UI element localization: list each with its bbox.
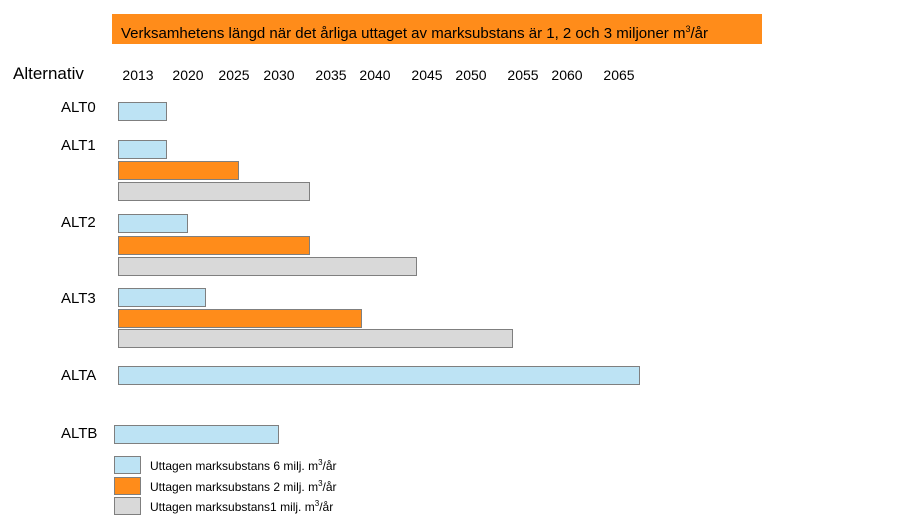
bar-alt1 bbox=[118, 140, 167, 159]
legend-label: Uttagen marksubstans 2 milj. m3/år bbox=[150, 479, 337, 494]
bar-alt3 bbox=[118, 309, 362, 328]
chart-title: Verksamhetens längd när det årliga uttag… bbox=[112, 14, 762, 44]
category-label: ALTA bbox=[61, 367, 97, 384]
legend-swatch bbox=[114, 497, 141, 515]
category-label: ALT0 bbox=[61, 99, 96, 116]
bar-alt2 bbox=[118, 236, 310, 255]
x-tick-label: 2013 bbox=[122, 67, 154, 83]
x-tick-label: 2025 bbox=[218, 67, 250, 83]
x-tick-label: 2050 bbox=[455, 67, 487, 83]
bar-alt2 bbox=[118, 214, 188, 233]
x-tick-label: 2065 bbox=[603, 67, 635, 83]
bar-alta bbox=[118, 366, 640, 385]
chart-title-suffix: /år bbox=[690, 25, 708, 42]
x-tick-label: 2030 bbox=[263, 67, 295, 83]
category-label: ALT1 bbox=[61, 137, 96, 154]
category-label: ALT3 bbox=[61, 290, 96, 307]
x-tick-label: 2040 bbox=[359, 67, 391, 83]
y-axis-label: Alternativ bbox=[13, 64, 84, 83]
legend-swatch bbox=[114, 456, 141, 474]
category-label: ALTB bbox=[61, 425, 98, 442]
bar-alt2 bbox=[118, 257, 417, 276]
x-tick-label: 2055 bbox=[507, 67, 539, 83]
bar-alt3 bbox=[118, 329, 513, 348]
bar-alt1 bbox=[118, 182, 310, 201]
category-label: ALT2 bbox=[61, 214, 96, 231]
legend-label: Uttagen marksubstans 6 milj. m3/år bbox=[150, 458, 337, 473]
chart-title-main: Verksamhetens längd när det årliga uttag… bbox=[121, 25, 686, 42]
x-tick-label: 2060 bbox=[551, 67, 583, 83]
legend-label: Uttagen marksubstans1 milj. m3/år bbox=[150, 499, 334, 514]
bar-alt0 bbox=[118, 102, 167, 121]
x-tick-label: 2045 bbox=[411, 67, 443, 83]
bar-altb bbox=[114, 425, 279, 444]
bar-alt1 bbox=[118, 161, 239, 180]
x-tick-label: 2035 bbox=[315, 67, 347, 83]
x-tick-label: 2020 bbox=[172, 67, 204, 83]
chart-title-superscript: 3 bbox=[685, 24, 691, 34]
bar-alt3 bbox=[118, 288, 206, 307]
legend-swatch bbox=[114, 477, 141, 495]
